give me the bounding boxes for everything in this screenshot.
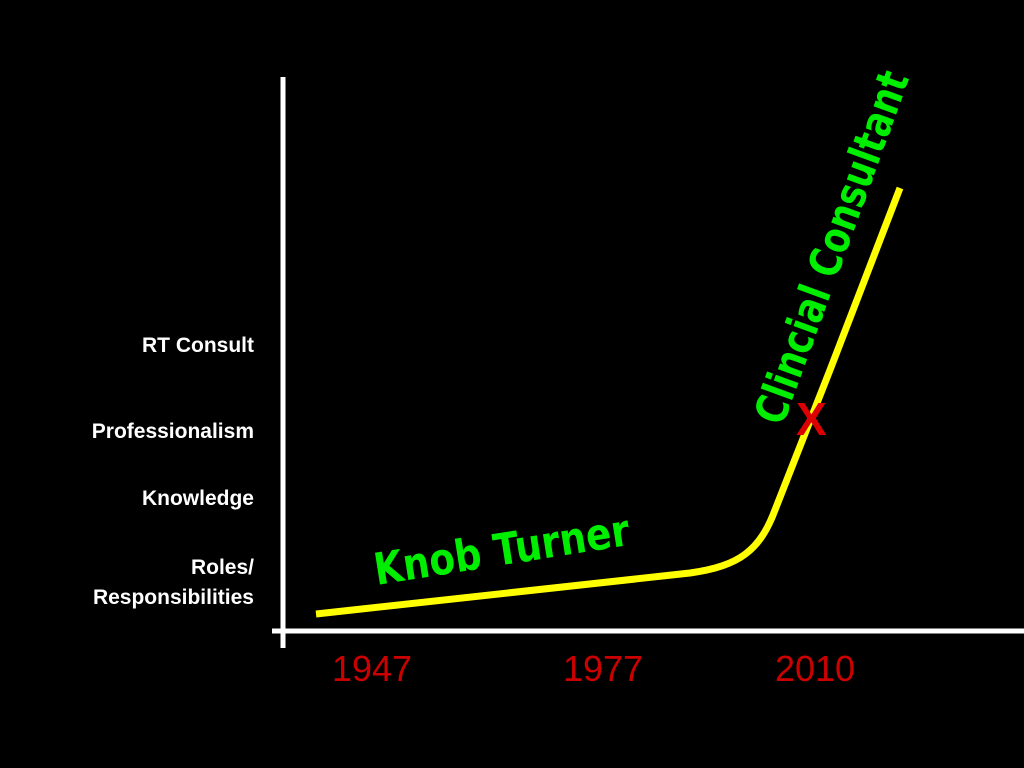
x-label: 1977	[562, 648, 644, 689]
y-label: Knowledge	[141, 487, 254, 510]
marker: X	[796, 393, 827, 445]
growth-curve	[315, 186, 904, 618]
y-label: Professionalism	[91, 420, 254, 443]
y-label: RT Consult	[142, 334, 254, 357]
x-label: 2010	[774, 648, 856, 689]
y-label: Roles/ Responsibilities	[92, 556, 254, 609]
x-label: 1947	[331, 648, 413, 689]
